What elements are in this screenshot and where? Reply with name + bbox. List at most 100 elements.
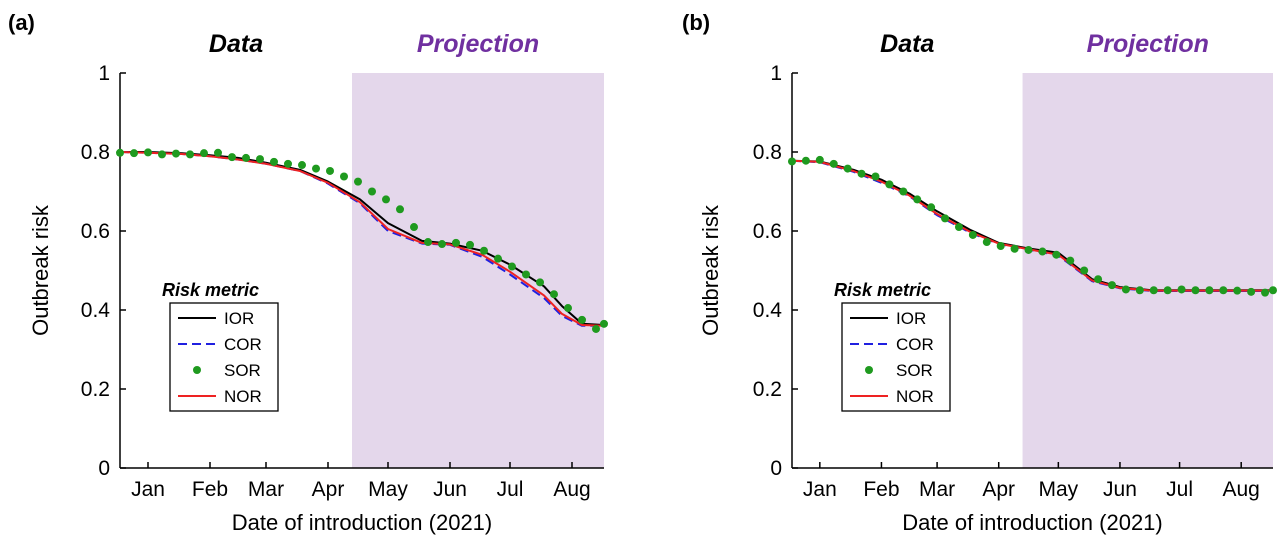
y-axis-title: Outbreak risk [28,204,53,336]
series-sor-point [284,159,292,168]
chart-panel-b: (b) Data Projection 0 0.2 0.4 0.6 0.8 1 Jan Feb Mar… [682,10,1277,535]
x-tick-label: Feb [863,478,899,501]
series-sor-point [829,159,838,168]
projection-region [1022,73,1273,468]
series-sor-point [452,238,460,247]
series-sor-point [396,205,404,214]
series-sor-point [801,156,810,165]
x-tick-label: Jul [1166,478,1193,501]
series-sor-point [1261,288,1270,297]
series-sor-point [200,149,208,158]
series-sor-point [368,187,376,196]
series-sor-point [242,153,250,162]
series-sor-point [954,223,963,232]
legend-entry-label: IOR [224,309,254,328]
series-sor-point [354,177,362,186]
series-sor-point [228,153,236,162]
legend-entry-label: NOR [896,387,934,406]
series-sor-point [130,149,138,158]
series-sor-point [1135,286,1144,295]
series-sor-point [312,164,320,173]
series-sor-point [144,148,152,157]
series-sor-point [158,150,166,159]
x-tick-label: May [1038,478,1078,501]
x-tick-label: Jan [803,478,837,501]
series-sor-point [1205,286,1214,295]
series-sor-point [968,230,977,239]
legend-box [169,302,279,412]
x-tick-label: Mar [919,478,955,501]
series-sor-point [1094,275,1103,284]
legend-entry-label: SOR [224,361,261,380]
projection-region-label: Projection [1087,30,1209,58]
series-sor-point [1269,286,1277,295]
series-sor-point [1010,244,1019,253]
series-sor-point [1191,286,1200,295]
series-sor-point [941,214,950,223]
series-sor-point [494,254,502,263]
y-tick-label: 0.4 [81,299,111,322]
series-sor-point [913,195,922,204]
series-sor-point [1177,285,1186,294]
series-sor-point [1149,286,1158,295]
legend-swatch-sor [865,366,873,374]
legend-box [841,302,951,412]
series-sor-point [1038,247,1047,256]
y-tick-label: 0.8 [753,141,782,164]
series-sor-point [600,319,608,328]
y-tick-label: 0.6 [753,220,782,243]
series-sor-point [550,290,558,299]
series-sor-point [480,246,488,255]
series-sor-point [843,164,852,173]
series-sor-point [885,180,894,189]
legend: Risk metric IOR COR SOR NOR [162,280,279,412]
legend-title: Risk metric [162,280,259,300]
series-sor-point [982,238,991,247]
series-sor-point [256,155,264,164]
series-sor-point [857,169,866,178]
y-axis-title: Outbreak risk [698,204,723,336]
x-tick-label: Feb [192,478,228,501]
series-sor-point [927,203,936,212]
legend-entry-label: COR [224,335,262,354]
series-sor-point [438,240,446,249]
x-tick-label: Jan [131,478,165,501]
series-sor-point [214,148,222,157]
legend-entry-label: IOR [896,309,926,328]
series-sor-point [298,161,306,170]
series-sor-point [1219,286,1228,295]
legend: Risk metric IOR COR SOR NOR [834,280,951,412]
series-sor-point [522,270,530,279]
legend-title: Risk metric [834,280,931,300]
y-tick-label: 0 [98,457,110,480]
y-tick-label: 0.8 [81,141,110,164]
data-region-label: Data [880,30,934,58]
x-tick-label: Jun [433,478,467,501]
series-sor-point [186,150,194,159]
x-tick-label: Jul [497,478,524,501]
series-sor-point [1121,285,1130,294]
series-sor-point [1066,256,1075,265]
y-tick-label: 0 [770,457,782,480]
series-sor-point [340,172,348,181]
y-tick-label: 1 [98,62,110,85]
series-sor-point [536,278,544,287]
legend-entry-label: NOR [224,387,262,406]
x-tick-label: Mar [248,478,284,501]
series-sor-point [592,324,600,333]
series-sor-point [466,240,474,249]
x-tick-label: Apr [312,478,345,501]
series-sor-point [410,223,418,232]
series-sor-point [1163,286,1172,295]
legend-swatch-sor [193,366,201,374]
series-sor-point [578,315,586,324]
y-tick-label: 0.4 [753,299,783,322]
series-sor-point [1024,245,1033,254]
y-tick-label: 0.6 [81,220,110,243]
y-tick-label: 1 [770,62,782,85]
series-sor-point [1080,266,1089,275]
series-sor-point [1247,287,1256,296]
series-sor-point [788,157,796,166]
x-axis-title: Date of introduction (2021) [232,510,493,535]
series-sor-point [815,155,824,164]
